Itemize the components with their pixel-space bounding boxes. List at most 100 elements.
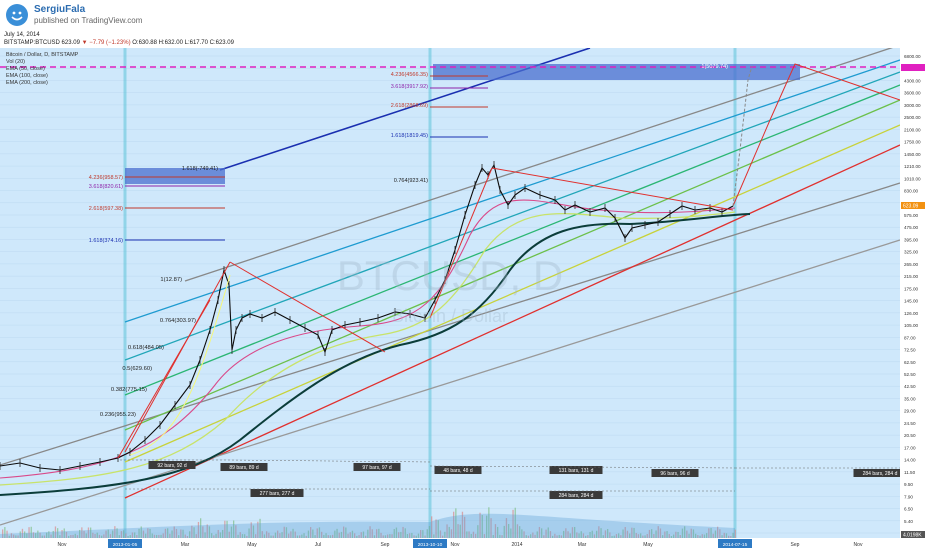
volume-bar <box>673 534 675 538</box>
x-tick-label: May <box>247 542 257 548</box>
volume-bar <box>266 531 268 538</box>
fib-level-label: 1.618(374.16) <box>89 238 123 244</box>
volume-bar <box>189 531 191 538</box>
y-tick-label: 24.50 <box>904 421 916 426</box>
y-tick-label: 17.00 <box>904 445 916 450</box>
volume-bar <box>318 527 321 538</box>
volume-bar <box>107 529 109 538</box>
y-tick-label: 105.00 <box>904 323 918 328</box>
volume-bar <box>279 533 281 538</box>
volume-bar <box>39 532 41 538</box>
published-note: published on TradingView.com <box>34 16 143 25</box>
y-tick-label: 1010.00 <box>904 176 921 181</box>
volume-bar <box>30 526 32 538</box>
volume-bar <box>41 535 43 538</box>
volume-bar <box>96 532 98 538</box>
volume-bar <box>679 535 681 538</box>
volume-bar <box>261 531 263 538</box>
volume-bar <box>607 529 609 538</box>
volume-bar <box>633 527 635 538</box>
volume-bar <box>629 533 631 538</box>
y-tick-label: 325.00 <box>904 250 918 255</box>
fib-level-label: 2.618(597.38) <box>89 206 123 212</box>
volume-bar <box>358 535 360 538</box>
volume-bar <box>6 530 8 538</box>
volume-bar <box>532 532 534 538</box>
x-axis <box>0 538 932 550</box>
volume-bar <box>72 534 74 538</box>
volume-bar <box>356 535 358 538</box>
x-tick-label: Nov <box>451 542 460 548</box>
ema-50-line <box>0 199 736 479</box>
volume-bar <box>710 528 712 538</box>
volume-bar <box>488 507 490 538</box>
volume-bar <box>145 533 147 538</box>
ohlc-line: BITSTAMP:BTCUSD 623.09 ▼ −7.79 (−1.23%) … <box>4 40 234 46</box>
y-tick-label: 1210.00 <box>904 164 921 169</box>
volume-bar <box>545 529 547 538</box>
date-marker-line <box>428 48 432 538</box>
volume-bar <box>734 529 736 538</box>
smiley-icon[interactable] <box>6 4 28 26</box>
trend-channel-line <box>124 84 901 396</box>
volume-bar <box>420 530 422 538</box>
fib-level-label: 3.618(3917.92) <box>391 84 428 90</box>
volume-bar <box>235 525 237 538</box>
volume-bar <box>587 535 589 538</box>
volume-bar <box>589 531 591 538</box>
volume-bar <box>233 520 235 538</box>
price-chart[interactable]: 1.618(374.16) 2.618(597.38) 3.618(820.61) 4… <box>0 48 932 550</box>
volume-bar <box>422 530 424 538</box>
volume-bar <box>351 530 354 538</box>
y-tick-label: 2500.00 <box>904 115 921 120</box>
volume-bar <box>2 529 4 538</box>
legend-vol: Vol (20) <box>6 59 25 65</box>
watermark-name: Bitcoin / Dollar <box>392 306 508 326</box>
volume-bar <box>305 535 307 538</box>
volume-bar <box>37 530 39 538</box>
volume-bar <box>393 529 395 538</box>
fib-level-label: 4.236(4566.35) <box>391 72 428 78</box>
volume-bar <box>428 526 431 538</box>
y-tick-label: 20.50 <box>904 433 916 438</box>
volume-bar <box>17 535 19 538</box>
volume-bar <box>644 535 646 538</box>
author-name[interactable]: SergiuFala <box>34 4 86 15</box>
volume-bar <box>580 531 582 538</box>
volume-bar <box>151 533 153 538</box>
x-tick-label: 2014-07-15 <box>723 542 748 548</box>
volume-bar <box>94 533 96 538</box>
volume-bar <box>512 509 514 538</box>
measure-box <box>250 489 304 497</box>
volume-bar <box>717 526 719 538</box>
volume-bar <box>365 535 367 538</box>
volume-bar <box>90 527 92 538</box>
volume-tag-label: 4.0198K <box>903 533 922 539</box>
volume-bar <box>206 524 208 538</box>
volume-bar <box>294 531 296 538</box>
volume-area <box>0 513 735 538</box>
volume-bar <box>459 524 461 538</box>
volume-bar <box>35 533 37 538</box>
y-tick-label: 62.50 <box>904 360 916 365</box>
volume-bar <box>556 535 558 538</box>
volume-bar <box>334 530 336 538</box>
fib-level-label: 3.618(820.61) <box>89 184 123 190</box>
volume-bar <box>406 534 409 538</box>
volume-bar <box>87 527 90 538</box>
volume-bar <box>571 527 574 538</box>
volume-bar <box>455 508 457 538</box>
volume-bar <box>521 529 523 538</box>
retracement-label: 1(12.87) <box>160 277 182 283</box>
volume-bar <box>347 533 349 538</box>
measure-label: 131 bars, 131 d <box>559 468 594 474</box>
volume-bar <box>68 535 70 538</box>
retracement-label: 0.236(955.23) <box>100 412 136 418</box>
volume-bar <box>448 526 450 538</box>
volume-tag <box>901 531 925 538</box>
y-tick-label: 29.00 <box>904 409 916 414</box>
volume-bar <box>244 534 246 538</box>
volume-bar <box>409 533 411 538</box>
volume-bar <box>686 530 688 538</box>
volume-bar <box>215 533 217 538</box>
